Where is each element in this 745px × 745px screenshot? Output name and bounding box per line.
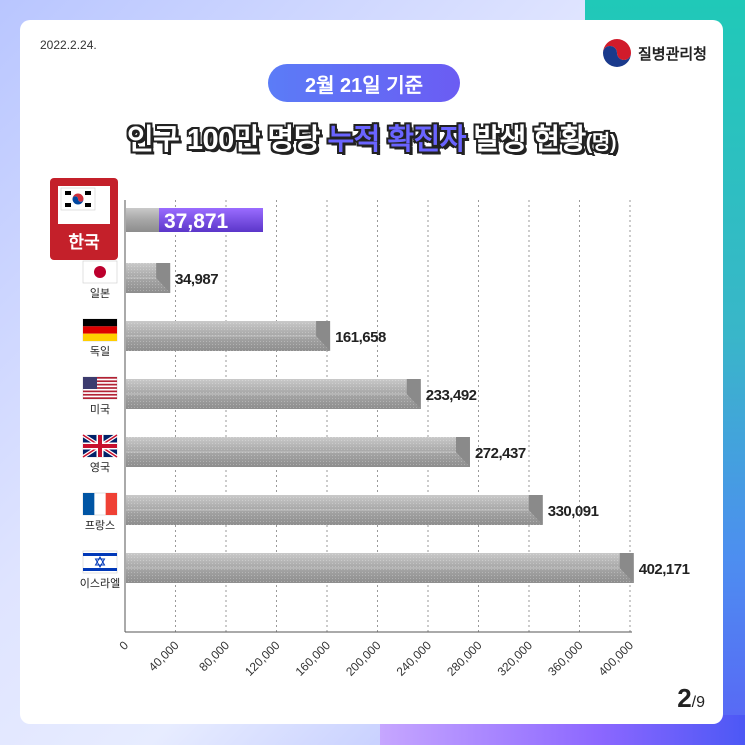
flag-france-icon	[82, 492, 118, 516]
category-label-5: 프랑스	[82, 492, 118, 532]
highlight-value-box	[159, 208, 263, 232]
bar-4	[126, 437, 470, 467]
value-label: 233,492	[426, 387, 477, 404]
card: 2022.2.24. 질병관리청 2월 21일 기준 인구 100만 명당 누적…	[20, 20, 723, 724]
government-emblem-icon	[602, 38, 632, 68]
category-label-6: 이스라엘	[80, 550, 120, 590]
bar-6	[126, 553, 634, 583]
value-label: 37,871	[164, 210, 229, 233]
bar-5	[126, 495, 543, 525]
bar-1	[126, 263, 171, 293]
bar-chart: 0 40,000 80,000 120,000 160,000 200,000 240,00…	[50, 178, 690, 679]
bar-3	[126, 379, 421, 409]
category-name: 프랑스	[85, 519, 115, 532]
category-label-3: 미국	[82, 376, 118, 416]
value-label: 330,091	[548, 503, 599, 520]
category-label-1: 일본	[82, 260, 118, 300]
page-current: 2	[677, 683, 692, 713]
x-tick-label: 400,000	[596, 638, 637, 679]
page-number: 2/9	[677, 683, 705, 714]
agency-name: 질병관리청	[637, 45, 707, 63]
value-label: 161,658	[335, 329, 386, 346]
value-label: 402,171	[639, 561, 690, 578]
x-tick-label: 0	[116, 638, 131, 653]
x-tick-label: 320,000	[495, 638, 536, 679]
category-label-0: 한국	[50, 178, 118, 260]
chart-title: 인구 100만 명당 누적 확진자 발생 현황(명)	[20, 116, 723, 158]
value-label: 34,987	[175, 271, 218, 288]
title-part-2: 발생 현황	[465, 124, 586, 156]
value-label: 272,437	[475, 445, 526, 462]
bar-0	[126, 208, 263, 232]
x-tick-label: 280,000	[444, 638, 485, 679]
x-tick-label: 240,000	[394, 638, 435, 679]
x-tick-label: 120,000	[242, 638, 283, 679]
category-name: 독일	[90, 344, 110, 358]
date-badge: 2월 21일 기준	[268, 64, 460, 102]
agency-brand: 질병관리청	[602, 38, 707, 68]
x-tick-label: 200,000	[343, 638, 384, 679]
category-label-4: 영국	[81, 433, 119, 474]
x-tick-label: 160,000	[293, 638, 334, 679]
flag-israel-icon	[82, 550, 118, 574]
flag-usa-icon	[82, 376, 118, 400]
flag-germany-icon	[82, 318, 118, 342]
category-name: 한국	[68, 233, 100, 252]
x-tick-label: 80,000	[196, 638, 232, 674]
category-name: 미국	[90, 403, 110, 416]
flag-japan-icon	[82, 260, 118, 284]
x-tick-label: 40,000	[146, 638, 182, 674]
title-highlight: 누적 확진자	[327, 124, 466, 156]
x-tick-label: 360,000	[545, 638, 586, 679]
category-name: 이스라엘	[80, 577, 120, 590]
title-part-1: 인구 100만 명당	[126, 124, 328, 156]
flag-uk-icon	[81, 433, 119, 459]
category-name: 영국	[90, 461, 110, 474]
category-name: 일본	[90, 286, 110, 300]
title-unit: (명)	[585, 132, 617, 154]
category-label-2: 독일	[82, 318, 118, 358]
date-label: 2022.2.24.	[40, 38, 97, 52]
bar-2	[126, 321, 331, 351]
page-total: /9	[691, 694, 705, 711]
